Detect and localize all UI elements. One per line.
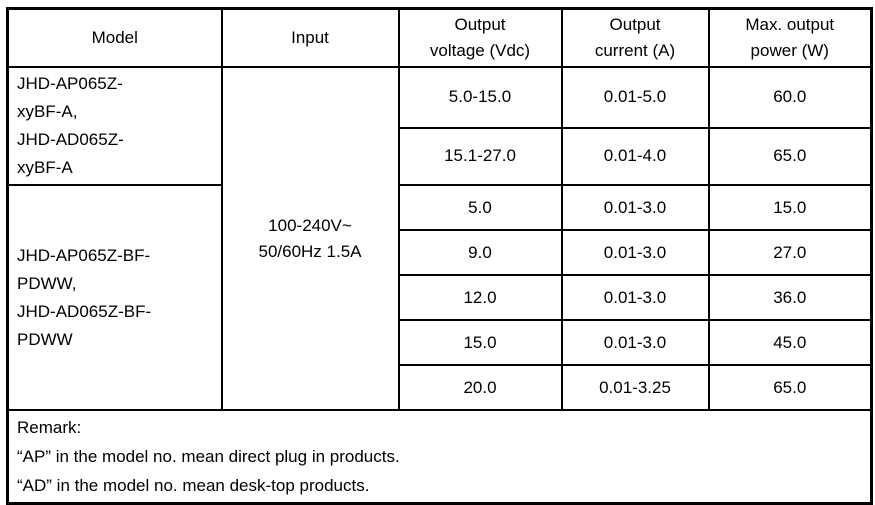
output-current-value: 0.01-3.0: [560, 319, 710, 366]
max-power-value: 45.0: [707, 319, 873, 366]
output-current-value: 0.01-3.0: [560, 229, 710, 276]
max-power-value: 27.0: [707, 229, 873, 276]
header-output-voltage: Output voltage (Vdc): [397, 7, 563, 68]
header-model: Model: [6, 7, 223, 68]
output-current-value: 0.01-3.0: [560, 274, 710, 321]
remark-row: Remark: “AP” in the model no. mean direc…: [6, 409, 873, 505]
max-power-value: 15.0: [707, 184, 873, 231]
model-group-1: JHD-AP065Z- xyBF-A, JHD-AD065Z- xyBF-A: [6, 66, 223, 186]
table-row: 15.0 0.01-3.0 45.0: [8, 319, 873, 366]
output-current-value: 0.01-4.0: [560, 126, 710, 187]
output-voltage-value: 9.0: [397, 229, 563, 276]
output-voltage-value: 5.0-15.0: [397, 66, 563, 129]
table-row: 9.0 0.01-3.0 27.0: [8, 229, 873, 276]
table-row: 15.1-27.0 0.01-4.0 65.0: [8, 126, 873, 187]
table-row: 20.0 0.01-3.25 65.0: [8, 364, 873, 411]
output-current-value: 0.01-3.25: [560, 364, 710, 411]
remark-line-ad: “AD” in the model no. mean desk-top prod…: [17, 476, 370, 495]
max-power-value: 65.0: [707, 126, 873, 187]
input-spec: 100-240V~ 50/60Hz 1.5A: [220, 66, 400, 411]
remark-line-ap: “AP” in the model no. mean direct plug i…: [17, 447, 400, 466]
model-group-2: JHD-AP065Z-BF- PDWW, JHD-AD065Z-BF- PDWW: [6, 184, 223, 411]
max-power-value: 60.0: [707, 66, 873, 129]
table-row: JHD-AP065Z- xyBF-A, JHD-AD065Z- xyBF-A 1…: [6, 66, 873, 411]
output-current-value: 0.01-5.0: [560, 66, 710, 129]
max-power-value: 65.0: [707, 364, 873, 411]
power-spec-table: Model Input Output voltage (Vdc) Output …: [6, 7, 873, 505]
header-input: Input: [220, 7, 400, 68]
header-max-output-power: Max. output power (W): [707, 7, 873, 68]
table-header-row: Model Input Output voltage (Vdc) Output …: [6, 7, 873, 68]
output-voltage-value: 5.0: [397, 184, 563, 231]
max-power-value: 36.0: [707, 274, 873, 321]
output-voltage-value: 15.1-27.0: [397, 126, 563, 187]
remark-title: Remark:: [17, 418, 82, 437]
table-row: 12.0 0.01-3.0 36.0: [8, 274, 873, 321]
header-output-current: Output current (A): [560, 7, 710, 68]
output-voltage-value: 15.0: [397, 319, 563, 366]
output-voltage-value: 20.0: [397, 364, 563, 411]
table-row: JHD-AP065Z-BF- PDWW, JHD-AD065Z-BF- PDWW…: [6, 184, 873, 411]
output-voltage-value: 12.0: [397, 274, 563, 321]
output-current-value: 0.01-3.0: [560, 184, 710, 231]
remark-cell: Remark: “AP” in the model no. mean direc…: [6, 409, 873, 505]
